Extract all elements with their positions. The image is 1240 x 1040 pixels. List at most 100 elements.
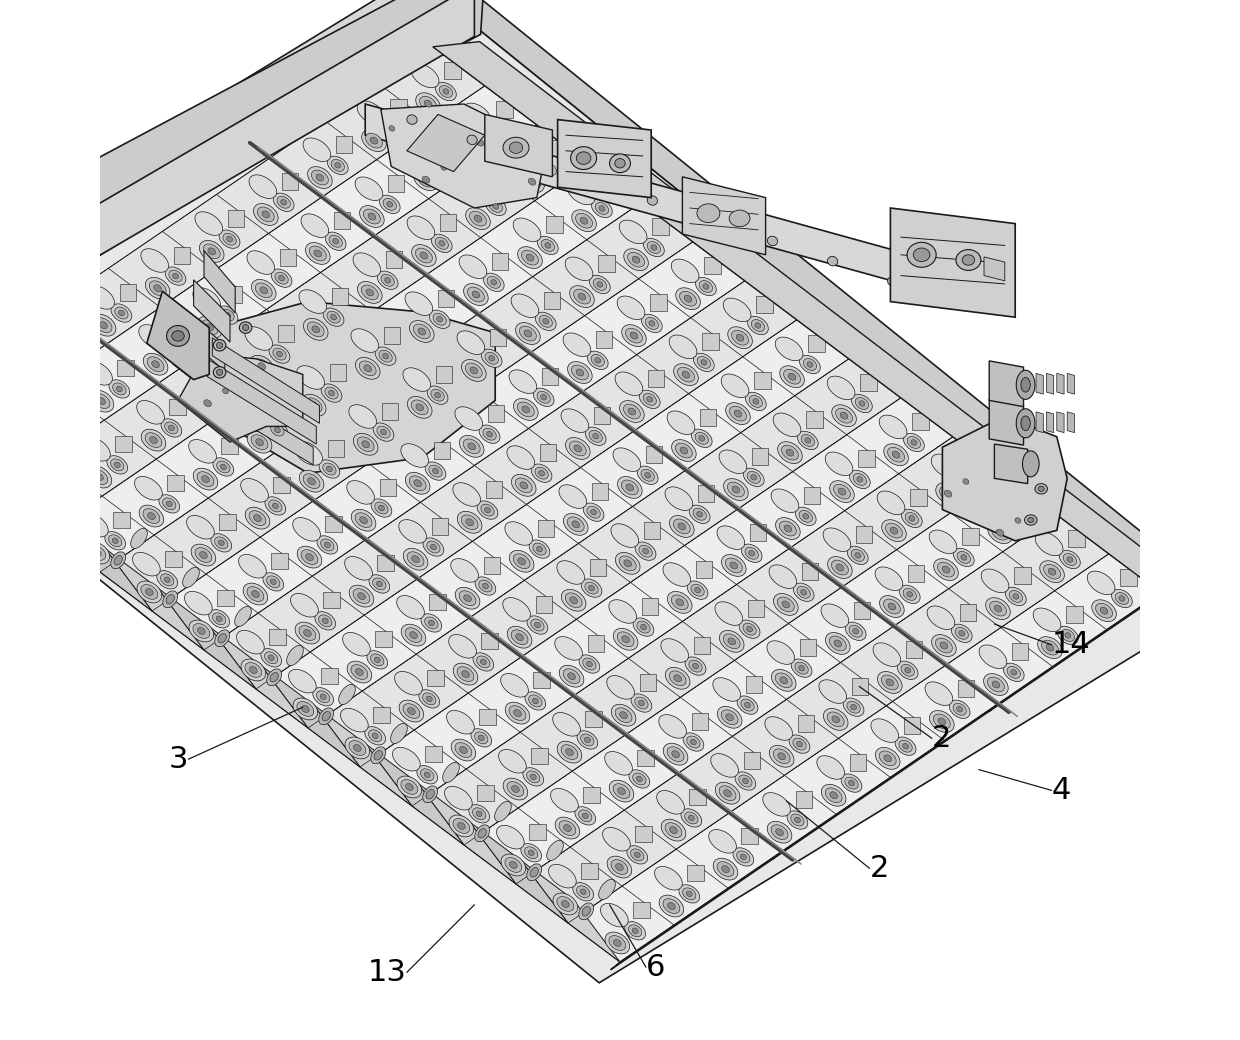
Ellipse shape [825, 788, 842, 803]
Ellipse shape [269, 500, 281, 512]
Ellipse shape [433, 468, 439, 474]
Ellipse shape [678, 885, 699, 903]
Ellipse shape [455, 588, 480, 609]
Ellipse shape [273, 193, 294, 211]
Polygon shape [529, 824, 546, 840]
Polygon shape [1, 471, 100, 572]
Ellipse shape [407, 216, 435, 239]
Ellipse shape [724, 789, 732, 797]
Ellipse shape [143, 509, 160, 523]
Ellipse shape [427, 696, 433, 702]
Ellipse shape [683, 733, 704, 751]
Ellipse shape [433, 313, 446, 326]
Ellipse shape [43, 435, 51, 442]
Ellipse shape [513, 554, 531, 569]
Ellipse shape [570, 147, 596, 170]
Ellipse shape [799, 511, 812, 522]
Ellipse shape [954, 703, 966, 716]
Ellipse shape [38, 431, 56, 445]
Ellipse shape [62, 517, 71, 526]
Polygon shape [682, 177, 765, 255]
Ellipse shape [277, 197, 290, 208]
Ellipse shape [670, 516, 694, 538]
Ellipse shape [722, 710, 738, 725]
Ellipse shape [255, 439, 263, 446]
Ellipse shape [315, 612, 336, 630]
Text: 14: 14 [1052, 630, 1090, 659]
Ellipse shape [348, 740, 366, 755]
Ellipse shape [301, 705, 309, 712]
Ellipse shape [559, 485, 587, 509]
Ellipse shape [371, 654, 384, 666]
Ellipse shape [852, 394, 872, 413]
Ellipse shape [960, 475, 972, 488]
Polygon shape [153, 242, 745, 650]
Ellipse shape [415, 249, 433, 263]
Ellipse shape [258, 207, 274, 222]
Ellipse shape [699, 436, 704, 441]
Ellipse shape [615, 372, 642, 395]
Ellipse shape [1021, 416, 1030, 431]
Ellipse shape [611, 524, 639, 547]
Ellipse shape [682, 888, 696, 900]
Ellipse shape [729, 407, 746, 421]
Ellipse shape [409, 476, 427, 491]
Ellipse shape [46, 359, 53, 366]
Ellipse shape [464, 284, 489, 306]
Ellipse shape [446, 710, 475, 734]
Ellipse shape [877, 491, 905, 515]
Polygon shape [773, 704, 998, 859]
Ellipse shape [878, 672, 903, 694]
Ellipse shape [341, 708, 368, 732]
Ellipse shape [351, 665, 368, 679]
Ellipse shape [476, 811, 482, 816]
Ellipse shape [663, 563, 691, 587]
Ellipse shape [252, 280, 277, 302]
Ellipse shape [197, 627, 205, 634]
Polygon shape [274, 477, 290, 494]
Ellipse shape [135, 476, 162, 500]
Ellipse shape [496, 826, 525, 849]
Polygon shape [494, 178, 511, 194]
Ellipse shape [719, 630, 744, 652]
Ellipse shape [277, 352, 283, 357]
Ellipse shape [355, 513, 372, 527]
Ellipse shape [262, 211, 269, 218]
Ellipse shape [983, 674, 1008, 696]
Ellipse shape [625, 329, 642, 343]
Ellipse shape [112, 304, 131, 322]
Ellipse shape [538, 470, 544, 476]
Ellipse shape [544, 242, 551, 249]
Ellipse shape [1021, 378, 1030, 392]
Text: 13: 13 [368, 958, 407, 987]
Ellipse shape [591, 355, 604, 366]
Ellipse shape [216, 616, 222, 622]
Ellipse shape [423, 786, 438, 803]
Ellipse shape [1038, 487, 1044, 492]
Ellipse shape [467, 443, 476, 450]
Ellipse shape [780, 366, 805, 388]
Ellipse shape [290, 594, 319, 617]
Ellipse shape [906, 242, 936, 267]
Ellipse shape [412, 244, 436, 266]
Ellipse shape [428, 620, 434, 626]
Ellipse shape [629, 770, 650, 788]
Polygon shape [692, 713, 708, 730]
Ellipse shape [357, 101, 384, 125]
Ellipse shape [684, 295, 692, 303]
Ellipse shape [853, 628, 858, 634]
Ellipse shape [195, 548, 212, 563]
Polygon shape [756, 296, 773, 313]
Ellipse shape [1096, 603, 1112, 618]
Ellipse shape [911, 440, 916, 445]
Ellipse shape [627, 408, 636, 415]
Ellipse shape [505, 858, 522, 873]
Ellipse shape [827, 376, 854, 399]
Ellipse shape [769, 746, 794, 768]
Polygon shape [118, 360, 134, 376]
Polygon shape [146, 291, 210, 380]
Ellipse shape [507, 446, 534, 469]
Polygon shape [698, 486, 714, 502]
Ellipse shape [397, 776, 422, 798]
Ellipse shape [657, 790, 684, 814]
